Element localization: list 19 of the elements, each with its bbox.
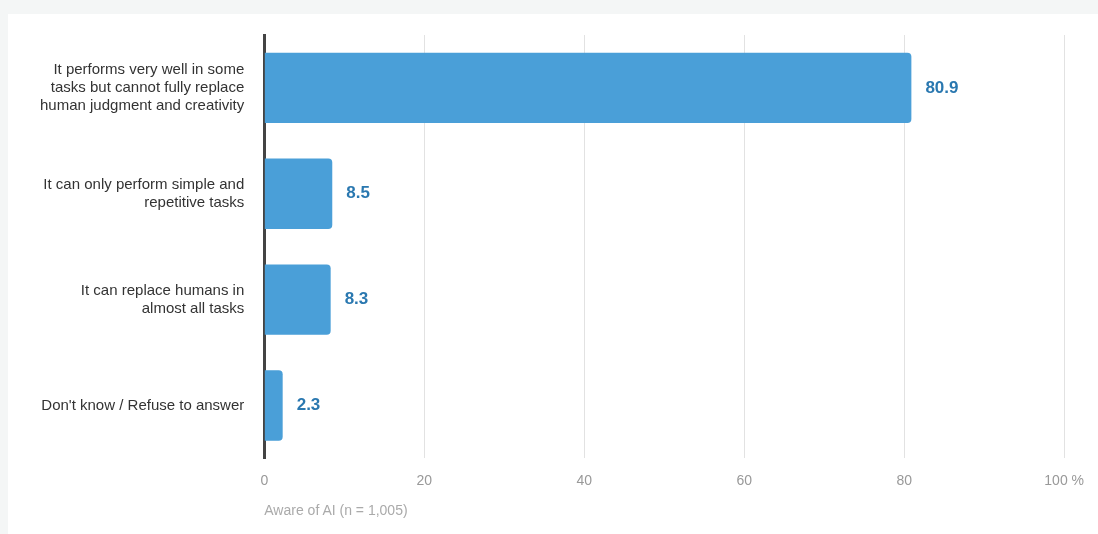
bar: [264, 158, 333, 229]
y-tick-label: Don't know / Refuse to answer: [41, 395, 245, 413]
x-tick-label: 80: [896, 471, 913, 488]
data-label: 8.5: [346, 183, 370, 203]
y-tick-label: It performs very well in some tasks but cannot fully replace human judgment and creativity: [40, 60, 245, 114]
x-tick-label: 40: [576, 471, 593, 488]
y-tick-label: It can only perform simple and repetitive tasks: [43, 174, 245, 210]
x-tick-label: 100 %: [1044, 471, 1084, 488]
bar: [264, 264, 331, 335]
x-tick-label: 20: [416, 471, 433, 488]
data-label: 8.3: [344, 289, 369, 309]
data-label: 2.3: [296, 395, 321, 415]
x-tick-label: 60: [736, 471, 753, 488]
bar: [264, 370, 283, 441]
y-tick-label: It can replace humans in almost all tasks: [80, 280, 245, 316]
data-label: 80.9: [925, 77, 959, 97]
x-axis-title: Aware of AI (n = 1,005): [264, 502, 408, 519]
x-tick-label: 0: [260, 471, 269, 488]
bar: [264, 52, 912, 124]
